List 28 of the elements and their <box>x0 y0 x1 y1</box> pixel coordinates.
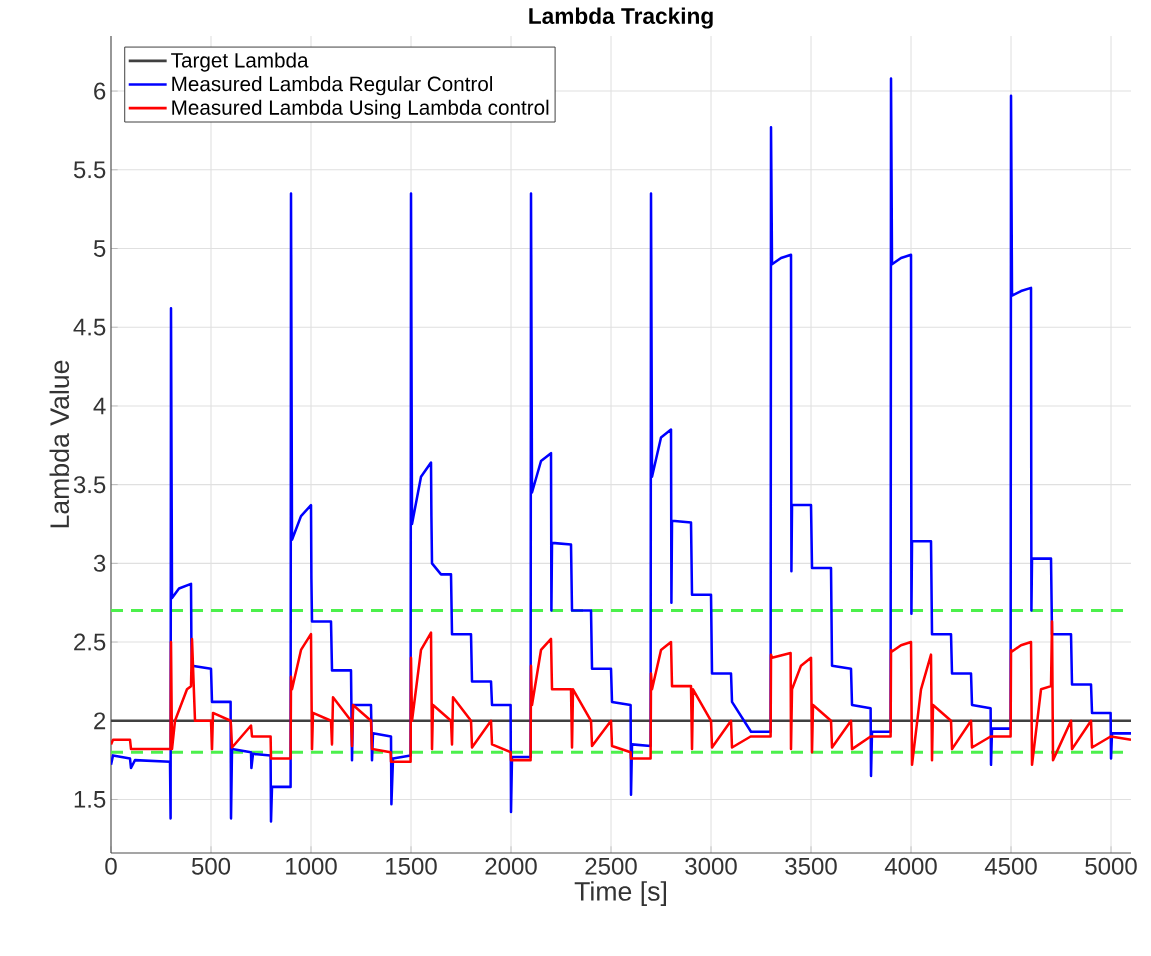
x-tick-label: 4000 <box>884 857 937 875</box>
x-tick-label: 500 <box>191 857 231 875</box>
x-tick-label: 3500 <box>785 857 837 875</box>
y-tick-label: 5.5 <box>73 161 106 179</box>
y-tick-label: 2 <box>94 712 106 730</box>
y-axis-title: Lambda Value <box>49 360 70 528</box>
y-tick-label: 3.5 <box>73 476 106 494</box>
legend-label: Measured Lambda Regular Control <box>172 76 493 96</box>
x-tick-label: 2500 <box>585 857 637 875</box>
y-tick-label: 5 <box>93 240 106 257</box>
x-tick-label: 4500 <box>984 857 1037 875</box>
y-tick-label: 6 <box>94 82 106 100</box>
x-tick-label: 0 <box>105 857 117 875</box>
line-series <box>111 77 1132 823</box>
legend-label: Target Lambda <box>171 52 309 72</box>
x-axis-title: Time [s] <box>574 881 666 907</box>
x-tick-label: 5000 <box>1085 857 1137 875</box>
x-tick-label: 2000 <box>485 857 537 875</box>
x-tick-label: 3000 <box>685 857 737 875</box>
y-tick-label: 4.5 <box>73 318 106 336</box>
chart-title: Lambda Tracking <box>529 7 713 29</box>
y-tick-label: 4 <box>93 397 106 415</box>
y-tick-label: 2.5 <box>74 633 106 651</box>
y-tick-label: 3 <box>93 554 106 572</box>
legend-label: Measured Lambda Using Lambda control <box>172 99 549 119</box>
x-tick-label: 1500 <box>386 857 437 875</box>
x-tick-label: 1000 <box>286 857 337 875</box>
y-tick-label: 1.5 <box>74 791 106 808</box>
